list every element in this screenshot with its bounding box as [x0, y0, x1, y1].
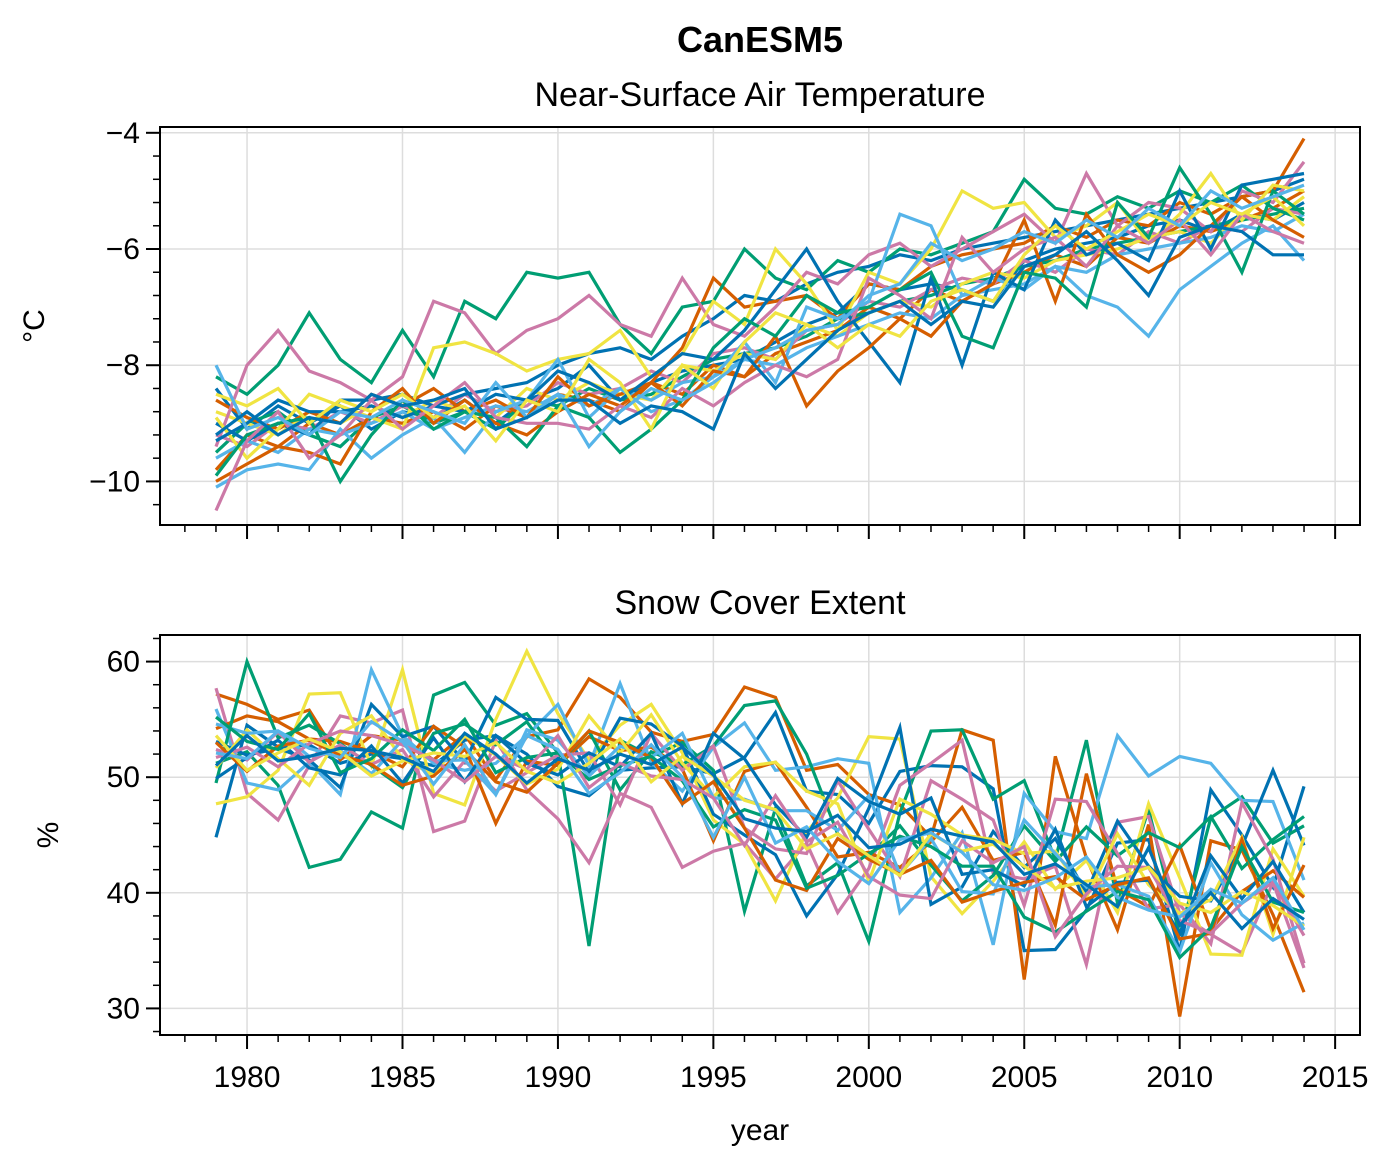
series-line — [215, 729, 1306, 941]
x-tick-label: 2000 — [835, 1061, 902, 1094]
series-line — [215, 212, 1306, 489]
series-line — [214, 712, 1306, 940]
x-axis-ticks — [184, 525, 1337, 539]
series-line — [215, 176, 1305, 397]
y-axis-label: % — [32, 822, 65, 849]
series-line — [215, 224, 1304, 437]
series-line — [215, 194, 1306, 444]
x-tick-label: 1995 — [680, 1061, 747, 1094]
y-axis-label: °C — [18, 309, 51, 343]
series-line — [214, 734, 1305, 928]
x-tick-label: 2010 — [1146, 1061, 1213, 1094]
series-lines — [214, 647, 1306, 1017]
x-tick-label: 1980 — [214, 1061, 281, 1094]
panel-title: Near-Surface Air Temperature — [534, 76, 985, 114]
series-line — [215, 694, 1306, 919]
x-tick-label: 1985 — [369, 1061, 436, 1094]
y-tick-label: −8 — [106, 349, 140, 382]
panel-title: Snow Cover Extent — [614, 584, 906, 622]
y-axis: −10 −8 −6 −4 — [89, 117, 160, 506]
series-line — [214, 729, 1306, 941]
x-tick-label: 2015 — [1302, 1061, 1369, 1094]
y-tick-label: 50 — [107, 761, 140, 794]
plot-frame — [159, 126, 1361, 526]
series-line — [214, 687, 1306, 971]
series-line — [215, 647, 1306, 957]
plot-frame — [159, 634, 1361, 1036]
y-axis: 30 40 50 60 — [107, 637, 160, 1033]
y-tick-label: 40 — [107, 877, 140, 910]
y-tick-label: −10 — [89, 465, 140, 498]
series-line — [214, 664, 1306, 946]
series-line — [214, 656, 1305, 904]
y-tick-label: −6 — [106, 233, 140, 266]
figure-title: CanESM5 — [677, 19, 843, 60]
x-axis: 1980 1985 1990 1995 2000 2005 2010 2015 — [184, 1035, 1369, 1094]
x-tick-label: 2005 — [991, 1061, 1058, 1094]
gridlines — [160, 635, 1360, 1035]
series-line — [214, 731, 1305, 931]
series-line — [215, 194, 1305, 483]
y-tick-label: 60 — [107, 646, 140, 679]
series-line — [214, 160, 1306, 448]
x-axis-label: year — [731, 1114, 789, 1147]
series-line — [215, 177, 1305, 443]
series-line — [215, 676, 1306, 1017]
x-tick-label: 1990 — [525, 1061, 592, 1094]
series-line — [215, 710, 1305, 961]
panel-temperature: Near-Surface Air Temperature −10 −8 −6 −4 °… — [18, 76, 1361, 539]
series-line — [215, 171, 1305, 443]
y-tick-label: −4 — [106, 117, 140, 150]
y-tick-label: 30 — [107, 992, 140, 1025]
series-lines — [214, 137, 1306, 512]
